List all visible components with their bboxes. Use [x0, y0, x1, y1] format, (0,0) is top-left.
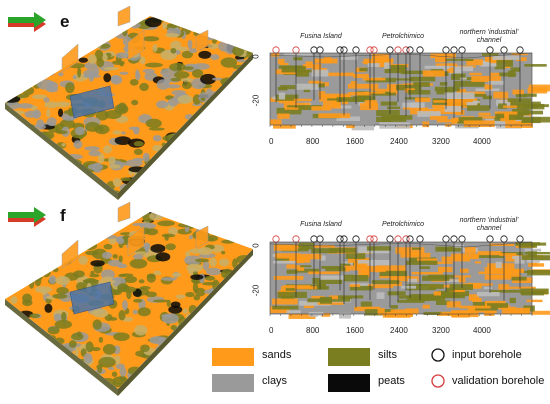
- panel-e: e Fusina Island Petrolchimico northern '…: [0, 0, 550, 200]
- x-tick-label: 800: [306, 137, 320, 146]
- x-tick-label: 0: [269, 326, 274, 335]
- legend-swatch-clays: [212, 374, 254, 392]
- legend: sands silts input borehole clays peats v…: [212, 342, 550, 402]
- validation-borehole-icon: [431, 374, 445, 388]
- x-tick-label: 3200: [432, 326, 450, 335]
- x-tick-label: 4000: [473, 137, 491, 146]
- legend-label: sands: [262, 349, 292, 361]
- legend-label: input borehole: [452, 349, 522, 361]
- x-tick-label: 2400: [390, 137, 408, 146]
- section-label-petrolchimico: Petrolchimico: [381, 221, 424, 228]
- legend-swatch-sands: [212, 348, 254, 366]
- cross-section-plot: [269, 46, 550, 131]
- panel-letter: e: [60, 12, 70, 31]
- section-label-channel: northern 'industrial' channel: [459, 29, 519, 44]
- section-label-petrolchimico: Petrolchimico: [381, 33, 424, 40]
- legend-label: validation borehole: [452, 375, 545, 387]
- legend-swatch-peats: [328, 374, 370, 392]
- section-label-fusina: Fusina Island: [300, 221, 342, 228]
- 3d-block-model: [5, 5, 253, 200]
- 3d-block-model: [5, 201, 253, 396]
- y-tick-label: 0: [251, 54, 261, 59]
- legend-label: clays: [262, 375, 288, 387]
- y-tick-label: 0: [251, 243, 261, 248]
- x-tick-label: 3200: [432, 137, 450, 146]
- section-label-channel: northern 'industrial' channel: [459, 217, 519, 232]
- input-borehole-icon: [431, 348, 445, 362]
- north-arrow-icon: [8, 12, 46, 32]
- cross-section-plot: [269, 235, 550, 319]
- panel-letter: f: [60, 206, 66, 225]
- section-label-fusina: Fusina Island: [300, 33, 342, 40]
- legend-swatch-silts: [328, 348, 370, 366]
- north-arrow-icon: [8, 207, 46, 227]
- x-tick-label: 1600: [346, 137, 364, 146]
- panel-f: f Fusina Island Petrolchimico northern '…: [0, 198, 550, 396]
- x-tick-label: 4000: [473, 326, 491, 335]
- legend-label: silts: [378, 349, 397, 361]
- y-tick-label: -20: [251, 94, 261, 107]
- x-tick-label: 800: [306, 326, 320, 335]
- x-tick-label: 0: [269, 137, 274, 146]
- x-tick-label: 1600: [346, 326, 364, 335]
- y-tick-label: -20: [251, 284, 261, 297]
- legend-label: peats: [378, 375, 405, 387]
- x-tick-label: 2400: [390, 326, 408, 335]
